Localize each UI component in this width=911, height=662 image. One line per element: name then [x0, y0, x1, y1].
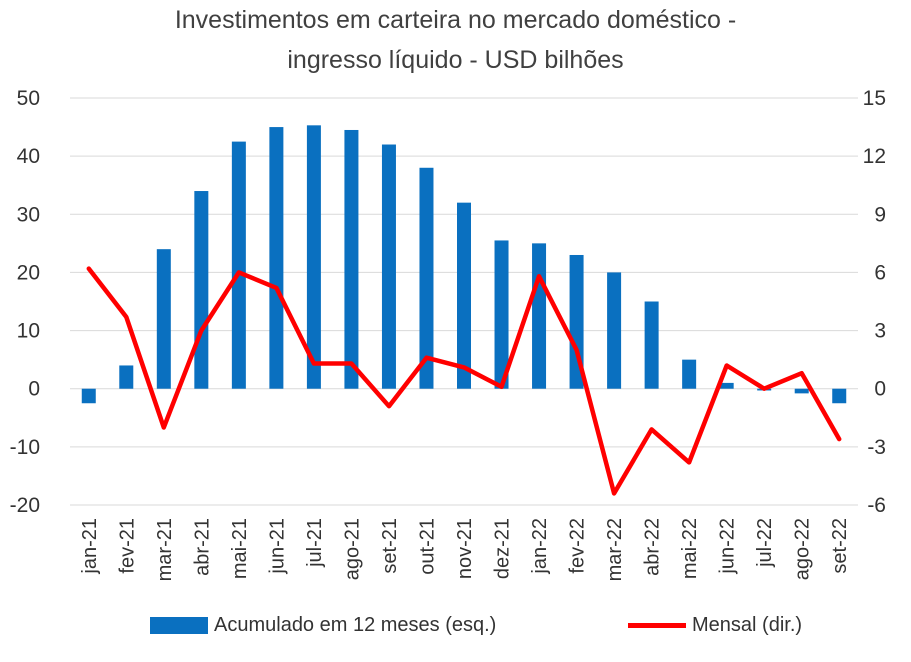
bar-jul-21: [306, 125, 321, 389]
bar-mai-22: [682, 359, 697, 389]
x-label-mai-21: mai-21: [229, 518, 251, 579]
bar-mai-21: [231, 141, 246, 389]
legend-label-bar: Acumulado em 12 meses (esq.): [214, 614, 497, 636]
line-point-nov-21: [463, 366, 465, 369]
bar-set-21: [381, 144, 396, 389]
line-point-fev-22: [575, 348, 578, 351]
x-label-mai-22: mai-22: [679, 518, 701, 579]
line-point-jul-22: [763, 387, 766, 390]
line-point-set-22: [838, 438, 841, 441]
bar-mar-22: [607, 272, 622, 389]
legend-item-bar: Acumulado em 12 meses (esq.): [150, 614, 496, 637]
line-point-abr-22: [650, 428, 653, 431]
bar-nov-21: [457, 202, 471, 389]
x-label-set-22: set-22: [829, 518, 851, 574]
chart-title-line-2: ingresso líquido - USD bilhões: [287, 46, 624, 74]
legend-swatch-bar: [150, 617, 208, 634]
right-tick-label-1: 12: [863, 145, 886, 168]
bar-ago-21: [344, 129, 359, 389]
line-point-jan-22: [538, 275, 541, 278]
x-label-ago-22: ago-22: [792, 518, 814, 580]
left-axis-ticks: 50 40 30 20 10 0 -10 -20: [10, 87, 40, 517]
right-tick-label-5: 0: [874, 378, 886, 401]
left-tick-label-5: 0: [28, 378, 40, 401]
legend-label-line: Mensal (dir.): [692, 614, 803, 636]
x-label-jan-21: jan-21: [79, 518, 101, 575]
x-label-set-21: set-21: [379, 518, 401, 574]
x-label-out-21: out-21: [416, 518, 438, 575]
line-point-jun-21: [275, 286, 278, 289]
bar-jun-22: [719, 382, 734, 389]
right-tick-label-2: 9: [874, 203, 886, 226]
bar-abr-22: [644, 301, 659, 389]
x-label-abr-22: abr-22: [642, 518, 664, 576]
x-label-jul-22: jul-22: [754, 518, 776, 568]
line-point-fev-21: [125, 316, 128, 319]
line-point-set-21: [387, 405, 390, 408]
line-point-mai-21: [237, 271, 240, 274]
right-axis-ticks: 15 12 9 6 3 0 -3 -6: [863, 87, 886, 517]
legend: Acumulado em 12 meses (esq.) Mensal (dir…: [0, 614, 911, 644]
right-tick-label-0: 15: [863, 87, 886, 110]
x-label-jan-22: jan-22: [529, 518, 551, 575]
x-axis-labels: jan-21 fev-21 mar-21 abr-21 mai-21 jun-21 jul-…: [79, 518, 851, 581]
line-point-mar-21: [162, 426, 165, 429]
line-point-jun-22: [725, 364, 728, 367]
bar-set-22: [832, 388, 847, 404]
bar-mar-21: [156, 249, 171, 389]
chart-title-line-1: Investimentos em carteira no mercado dom…: [174, 6, 737, 34]
line-point-dez-21: [500, 385, 503, 388]
line-series: [86, 266, 842, 496]
left-tick-label-0: 50: [17, 87, 40, 110]
left-tick-label-1: 40: [17, 145, 40, 168]
line-point-out-21: [425, 356, 428, 359]
right-tick-label-6: -3: [867, 436, 886, 459]
x-label-fev-22: fev-22: [567, 518, 589, 574]
bar-jun-21: [269, 127, 284, 389]
line-point-mar-22: [613, 492, 616, 495]
left-tick-label-6: -10: [10, 436, 40, 459]
bar-jan-21: [81, 388, 96, 404]
right-tick-label-7: -6: [867, 494, 886, 517]
left-tick-label-7: -20: [10, 494, 40, 517]
right-tick-label-3: 6: [874, 261, 886, 284]
left-tick-label-4: 10: [17, 320, 40, 343]
right-tick-label-4: 3: [874, 320, 886, 343]
x-label-dez-21: dez-21: [492, 518, 514, 579]
bar-out-21: [419, 167, 434, 389]
line-point-ago-21: [350, 362, 353, 365]
line-point-jul-21: [312, 362, 315, 365]
x-label-jun-21: jun-21: [266, 518, 288, 575]
legend-item-line: Mensal (dir.): [628, 614, 802, 637]
bar-ago-22: [794, 388, 809, 394]
bar-fev-21: [119, 365, 134, 389]
x-label-jul-21: jul-21: [304, 518, 326, 568]
left-tick-label-3: 20: [17, 261, 40, 284]
bar-abr-21: [194, 191, 209, 389]
line-point-mai-22: [688, 461, 691, 464]
x-label-abr-21: abr-21: [191, 518, 213, 576]
x-label-nov-21: nov-21: [454, 518, 476, 579]
x-label-mar-22: mar-22: [604, 518, 626, 581]
bar-series: [81, 125, 847, 404]
x-label-fev-21: fev-21: [116, 518, 138, 574]
line-point-ago-22: [800, 372, 803, 375]
x-label-mar-21: mar-21: [154, 518, 176, 581]
left-tick-label-2: 30: [17, 203, 40, 226]
bar-jan-22: [532, 243, 547, 389]
line-point-jan-21: [87, 267, 90, 270]
x-label-jun-22: jun-22: [717, 518, 739, 575]
x-label-ago-21: ago-21: [341, 518, 363, 580]
bar-dez-21: [494, 240, 509, 389]
line-point-abr-21: [200, 329, 203, 332]
legend-swatch-line: [628, 623, 686, 628]
